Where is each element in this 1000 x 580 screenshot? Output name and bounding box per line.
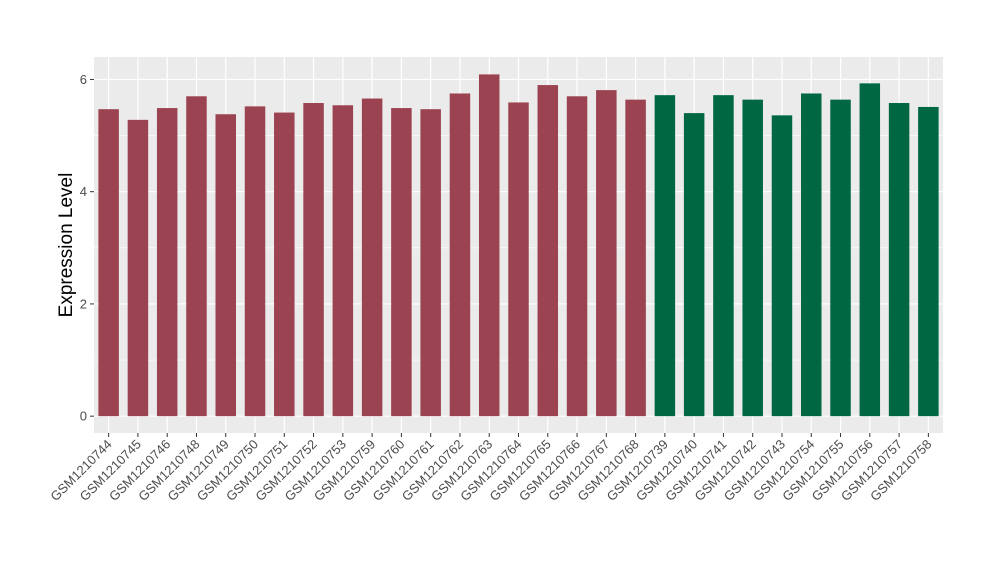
- y-tick-label: 0: [80, 409, 87, 424]
- bar: [683, 113, 705, 417]
- y-axis-label: Expression Level: [56, 173, 77, 318]
- bars: [98, 74, 939, 417]
- bar: [98, 109, 119, 417]
- bar: [625, 99, 646, 417]
- bar: [449, 93, 471, 417]
- bar: [478, 74, 500, 417]
- bar: [420, 109, 441, 417]
- bar: [742, 99, 763, 417]
- bar: [274, 112, 295, 417]
- x-axis: GSM1210744GSM1210745GSM1210746GSM1210748…: [47, 433, 934, 504]
- bar: [215, 114, 236, 417]
- bar: [332, 105, 354, 417]
- bar: [508, 102, 529, 417]
- bar: [361, 98, 383, 417]
- bar: [654, 95, 676, 417]
- bar: [801, 93, 822, 417]
- bar: [566, 96, 588, 417]
- bar: [859, 83, 881, 417]
- bar: [888, 103, 910, 417]
- bar: [537, 85, 559, 417]
- bar: [918, 106, 939, 417]
- y-tick-label: 4: [80, 184, 87, 199]
- bar: [127, 119, 149, 417]
- bar: [830, 99, 851, 417]
- bar: [244, 106, 266, 417]
- bar: [186, 96, 207, 417]
- y-tick-label: 2: [80, 296, 87, 311]
- bar: [156, 108, 178, 417]
- bar: [596, 90, 617, 417]
- y-axis: 0 2 4 6: [80, 72, 94, 424]
- bar: [303, 103, 324, 417]
- bar: [713, 95, 734, 417]
- bar: [391, 108, 412, 417]
- y-tick-label: 6: [80, 72, 87, 87]
- bar: [771, 115, 793, 417]
